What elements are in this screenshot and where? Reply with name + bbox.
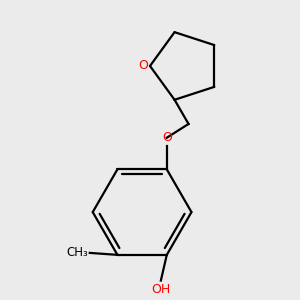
Text: CH₃: CH₃ bbox=[66, 246, 88, 260]
Text: OH: OH bbox=[151, 283, 170, 296]
Text: O: O bbox=[138, 59, 148, 73]
Text: O: O bbox=[162, 131, 172, 144]
